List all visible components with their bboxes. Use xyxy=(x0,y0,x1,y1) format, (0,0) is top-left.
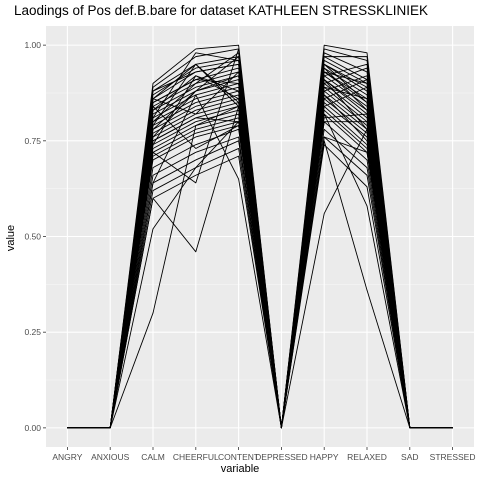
x-tick-label: CHEERFUL xyxy=(173,452,219,462)
x-tick-label: HAPPY xyxy=(310,452,339,462)
x-axis: ANGRY ANXIOUS CALM CHEERFUL CONTENTDEPRESSED… xyxy=(52,447,476,462)
x-axis-label: variable xyxy=(220,463,260,475)
series-line-35 xyxy=(67,52,453,429)
x-tick-label: CALM xyxy=(141,452,165,462)
series-line-44 xyxy=(67,63,453,429)
series-line-40 xyxy=(67,94,453,429)
x-tick-label: RELAXED xyxy=(347,452,387,462)
series-lines xyxy=(67,44,453,429)
x-tick-label: ANXIOUS xyxy=(91,452,130,462)
x-tick-label: DEPRESSED xyxy=(255,452,307,462)
y-tick-label: 0.75 xyxy=(24,136,41,146)
x-tick-label: CONTENT xyxy=(218,452,259,462)
y-tick-label: 0.25 xyxy=(24,327,41,337)
x-tick-label: SAD xyxy=(401,452,418,462)
y-tick-label: 0.00 xyxy=(24,423,41,433)
x-tick-label: STRESSED xyxy=(430,452,476,462)
y-tick-label: 1.00 xyxy=(24,40,41,50)
chart-title: Laodings of Pos def.B.bare for dataset K… xyxy=(14,3,428,18)
series-line-25 xyxy=(67,136,453,429)
x-tick-label: ANGRY xyxy=(52,452,82,462)
y-axis: 0.00 0.25 0.50 0.75 1.00 xyxy=(24,40,46,433)
y-tick-label: 0.50 xyxy=(24,232,41,242)
series-line-37 xyxy=(67,48,453,429)
